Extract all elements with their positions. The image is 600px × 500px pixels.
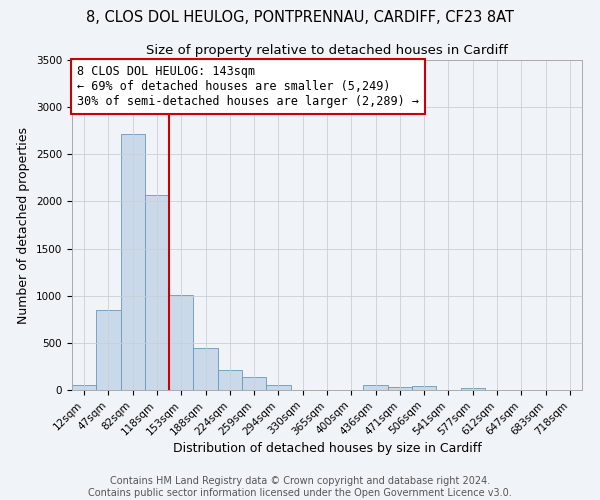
Bar (266, 385, 290, 390)
Title: Size of property relative to detached houses in Cardiff: Size of property relative to detached ho… (146, 44, 508, 58)
Bar (169, 295, 193, 390)
Text: 8, CLOS DOL HEULOG, PONTPRENNAU, CARDIFF, CF23 8AT: 8, CLOS DOL HEULOG, PONTPRENNAU, CARDIFF… (86, 10, 514, 25)
Bar (145, 195, 169, 390)
Text: Contains HM Land Registry data © Crown copyright and database right 2024.
Contai: Contains HM Land Registry data © Crown c… (88, 476, 512, 498)
Y-axis label: Number of detached properties: Number of detached properties (17, 126, 31, 324)
Bar (193, 348, 218, 390)
X-axis label: Distribution of detached houses by size in Cardiff: Distribution of detached houses by size … (173, 442, 481, 455)
Bar (412, 386, 436, 390)
Bar (461, 388, 485, 390)
Bar (388, 387, 412, 390)
Bar (72, 385, 96, 390)
Bar (96, 310, 121, 390)
Text: 8 CLOS DOL HEULOG: 143sqm
← 69% of detached houses are smaller (5,249)
30% of se: 8 CLOS DOL HEULOG: 143sqm ← 69% of detac… (77, 65, 419, 108)
Bar (121, 134, 145, 390)
Bar (242, 377, 266, 390)
Bar (364, 385, 388, 390)
Bar (218, 370, 242, 390)
